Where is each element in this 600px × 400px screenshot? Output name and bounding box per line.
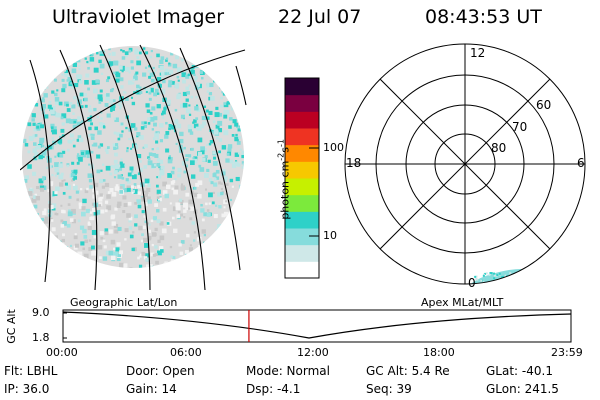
gain-status: Gain: 14 <box>126 382 177 396</box>
glat-status: GLat: -40.1 <box>486 364 553 378</box>
colorbar <box>284 77 320 279</box>
y-tick-1-8: 1.8 <box>32 331 50 344</box>
x-tick-1800: 18:00 <box>423 346 455 359</box>
filter-status: Flt: LBHL <box>4 364 58 378</box>
colorbar-unit-label: photon cm-2s-1 <box>276 139 292 220</box>
gc-alt-status: GC Alt: 5.4 Re <box>366 364 450 378</box>
x-tick-0600: 06:00 <box>170 346 202 359</box>
mlat-label-70: 70 <box>512 120 528 134</box>
colorbar-tick-100: 100 <box>323 141 344 154</box>
polar-plot <box>344 43 586 285</box>
gc-alt-axis-title: GC Alt <box>4 309 18 344</box>
x-tick-2359: 23:59 <box>551 346 583 359</box>
orbit-altitude-plot <box>62 309 572 343</box>
mode-status: Mode: Normal <box>246 364 330 378</box>
mlt-label-6: 6 <box>577 156 585 170</box>
time-label: 08:43:53 UT <box>425 6 542 28</box>
mlt-label-18: 18 <box>346 156 362 170</box>
x-tick-0000: 00:00 <box>46 346 78 359</box>
x-tick-1200: 12:00 <box>297 346 329 359</box>
glon-status: GLon: 241.5 <box>486 382 559 396</box>
apex-caption: Apex MLat/MLT <box>421 296 504 309</box>
mlt-label-0: 0 <box>468 276 476 290</box>
mlat-label-60: 60 <box>536 98 552 112</box>
colorbar-tick-10: 10 <box>323 229 337 242</box>
dsp-status: Dsp: -4.1 <box>246 382 301 396</box>
geographic-caption: Geographic Lat/Lon <box>70 296 178 309</box>
instrument-title: Ultraviolet Imager <box>52 6 225 28</box>
date-label: 22 Jul 07 <box>278 6 362 28</box>
door-status: Door: Open <box>126 364 195 378</box>
ip-status: IP: 36.0 <box>4 382 50 396</box>
uv-image-disk <box>22 46 244 268</box>
geographic-grid <box>20 44 247 290</box>
mlat-label-80: 80 <box>491 141 507 155</box>
mlt-label-12: 12 <box>470 46 486 60</box>
y-tick-9: 9.0 <box>32 306 50 319</box>
seq-status: Seq: 39 <box>366 382 412 396</box>
